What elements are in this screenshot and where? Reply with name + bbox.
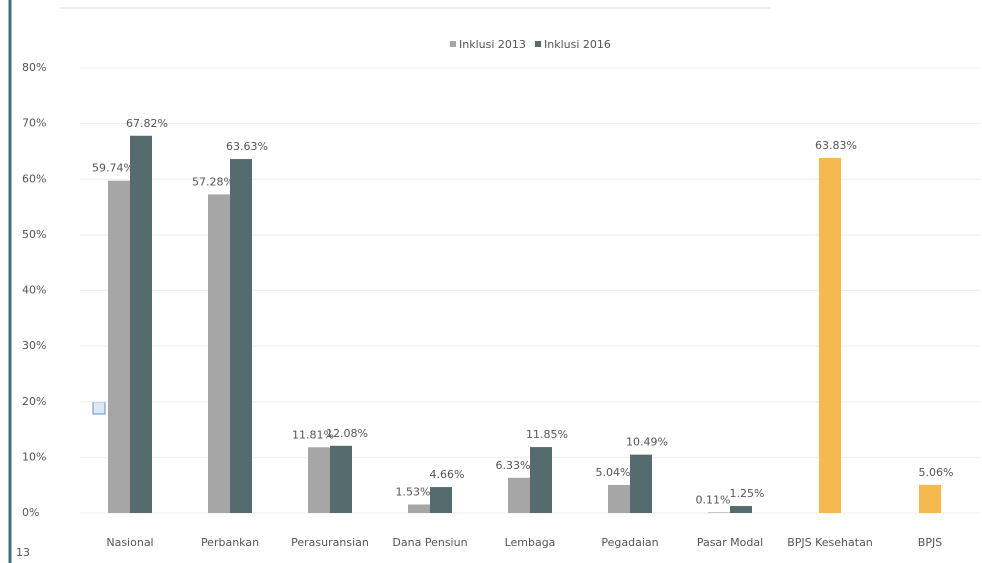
y-tick-label: 60%: [22, 172, 46, 185]
bar: [819, 157, 841, 513]
bar: [508, 477, 530, 513]
value-label: 0.11%: [696, 493, 731, 506]
y-tick-label: 70%: [22, 117, 46, 130]
value-label: 11.81%: [292, 428, 334, 441]
legend-label: Inklusi 2013: [459, 38, 526, 51]
bar: [608, 484, 630, 513]
legend-label: Inklusi 2016: [544, 38, 611, 51]
y-tick-label: 30%: [22, 339, 46, 352]
bar: [208, 194, 230, 513]
value-label: 10.49%: [626, 436, 668, 449]
page-number: 13: [16, 546, 30, 559]
x-tick-label: BPJS: [918, 536, 942, 549]
value-label: 11.85%: [526, 428, 568, 441]
bar: [130, 135, 152, 513]
value-label: 63.63%: [226, 140, 268, 153]
value-label: 6.33%: [496, 459, 531, 472]
x-tick-label: Perbankan: [201, 536, 259, 549]
bar: [430, 487, 452, 513]
y-tick-label: 40%: [22, 284, 46, 297]
value-label: 59.74%: [92, 162, 134, 175]
value-label: 1.53%: [396, 485, 431, 498]
value-label: 1.25%: [730, 487, 765, 500]
x-tick-label: Perasuransian: [291, 536, 369, 549]
bar: [630, 454, 652, 513]
y-tick-label: 50%: [22, 228, 46, 241]
x-tick-label: Nasional: [106, 536, 153, 549]
y-tick-label: 10%: [22, 450, 46, 463]
x-tick-label: Pegadaian: [601, 536, 658, 549]
legend-swatch: [450, 41, 456, 47]
y-tick-label: 80%: [22, 61, 46, 74]
bar: [330, 445, 352, 513]
value-label: 5.06%: [919, 466, 954, 479]
value-label: 67.82%: [126, 117, 168, 130]
bar: [230, 159, 252, 514]
bar: [530, 447, 552, 513]
value-label: 63.83%: [815, 139, 857, 152]
bar: [308, 447, 330, 513]
bar: [108, 180, 130, 514]
bar: [408, 504, 430, 513]
value-label: 57.28%: [192, 175, 234, 188]
x-tick-label: BPJS Kesehatan: [787, 536, 873, 549]
y-tick-label: 0%: [22, 506, 39, 519]
bar: [708, 512, 730, 513]
value-label: 4.66%: [430, 468, 465, 481]
x-tick-label: Dana Pensiun: [392, 536, 467, 549]
value-label: 5.04%: [596, 466, 631, 479]
bar: [730, 506, 752, 513]
x-tick-label: Lembaga: [505, 536, 556, 549]
legend-swatch: [535, 41, 541, 47]
value-label: 12.08%: [326, 427, 368, 440]
y-tick-label: 20%: [22, 395, 46, 408]
bar: [919, 484, 941, 513]
x-tick-label: Pasar Modal: [697, 536, 763, 549]
icon: [92, 401, 106, 415]
